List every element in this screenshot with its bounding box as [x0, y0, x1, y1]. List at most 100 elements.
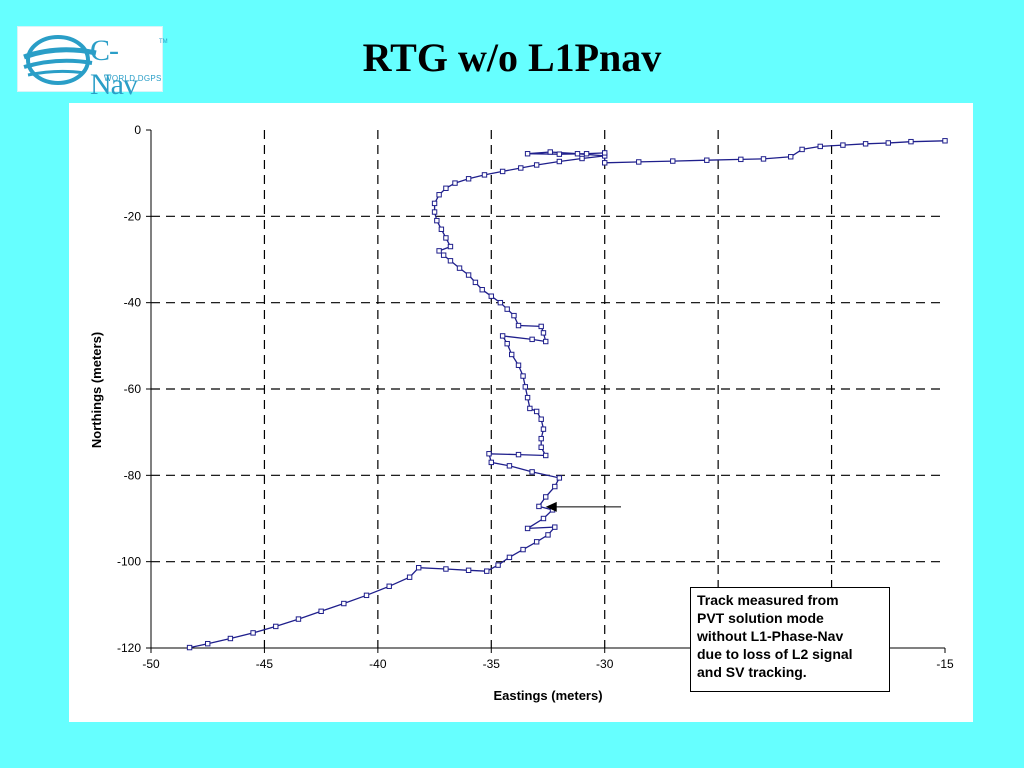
track-line: [189, 140, 946, 649]
chart-panel: -50-45-40-35-30-25-20-15-120-100-80-60-4…: [69, 103, 973, 722]
annotation-arrow: [545, 501, 621, 512]
y-tick-label: -100: [117, 555, 141, 569]
track-point: [440, 252, 447, 258]
track-point: [840, 142, 846, 148]
track-point: [543, 338, 549, 345]
track-point: [538, 435, 544, 442]
track-point: [942, 138, 948, 144]
track-point: [406, 574, 413, 580]
track-point: [488, 293, 494, 299]
slide-title: RTG w/o L1Pnav: [362, 35, 662, 80]
track-point: [536, 503, 542, 510]
track-point: [524, 525, 531, 532]
track-chart: -50-45-40-35-30-25-20-15-120-100-80-60-4…: [89, 123, 954, 703]
track-point: [533, 408, 540, 415]
track-point: [504, 340, 510, 347]
track-point: [431, 209, 438, 215]
track-point: [479, 287, 485, 293]
track-point: [363, 592, 370, 599]
track-point: [738, 156, 744, 163]
track-point: [497, 299, 504, 306]
track-point: [515, 362, 522, 368]
y-tick-label: -60: [124, 382, 142, 396]
track-point: [447, 243, 454, 250]
y-tick-label: 0: [134, 123, 141, 137]
track-point: [636, 159, 642, 165]
track-point: [436, 248, 442, 254]
x-tick-label: -40: [369, 657, 387, 671]
track-point: [443, 235, 449, 241]
track-point: [488, 459, 494, 466]
track-point: [574, 151, 581, 157]
track-point: [486, 451, 492, 457]
track-point: [341, 600, 347, 607]
track-point: [499, 333, 506, 339]
track-point: [522, 384, 529, 390]
annotation-line: due to loss of L2 signal: [697, 646, 853, 662]
annotation-line: and SV tracking.: [697, 664, 807, 680]
track-point: [415, 565, 422, 571]
track-point: [518, 165, 524, 171]
y-tick-label: -80: [124, 468, 142, 482]
track-point: [227, 635, 234, 642]
track-point: [533, 162, 540, 168]
y-axis-title: Northings (meters): [89, 332, 104, 448]
track-point: [465, 567, 472, 574]
track-point: [817, 143, 823, 150]
track-point: [484, 568, 490, 574]
track-point: [760, 156, 767, 162]
axis-labels: Eastings (meters) Northings (meters): [89, 332, 603, 703]
track-point: [465, 272, 472, 278]
track-point: [524, 394, 531, 401]
track-point: [545, 532, 551, 538]
track-point: [556, 158, 563, 165]
track-point: [704, 157, 710, 163]
cnav-logo: C-Nav TM WORLD DGPS: [17, 26, 168, 101]
y-tick-label: -20: [124, 209, 142, 223]
x-tick-label: -35: [483, 657, 501, 671]
track-point: [499, 168, 506, 175]
track-point: [520, 546, 526, 553]
track-point: [318, 608, 324, 615]
track-point: [465, 176, 472, 182]
track-point: [515, 322, 522, 329]
x-tick-label: -50: [142, 657, 160, 671]
track-point: [520, 373, 526, 379]
track-point: [295, 616, 302, 622]
track-point: [273, 623, 279, 630]
track-point: [540, 515, 547, 522]
track-point: [885, 140, 891, 146]
track-point: [529, 469, 535, 475]
annotation-line: Track measured from: [697, 592, 839, 608]
annotation-line: without L1-Phase-Nav: [697, 628, 844, 644]
track-point: [556, 151, 563, 157]
logo-name: C-Nav: [90, 34, 138, 101]
track-point: [506, 463, 513, 469]
track-point: [670, 158, 676, 164]
arrow-head: [545, 501, 557, 512]
track-point: [434, 217, 440, 224]
globe-swoosh-icon: [23, 35, 97, 85]
track-point: [543, 452, 549, 459]
track-point: [506, 554, 513, 561]
track-point: [552, 483, 558, 490]
track-point: [602, 150, 608, 156]
track-series: [186, 138, 948, 651]
track-point: [515, 451, 522, 458]
track-point: [443, 185, 449, 191]
track-point: [447, 258, 454, 264]
track-point: [538, 323, 544, 330]
track-point: [431, 200, 438, 207]
y-tick-label: -120: [117, 641, 141, 655]
track-point: [386, 583, 392, 589]
track-point: [452, 180, 458, 186]
track-point: [509, 351, 515, 358]
annotation-callout: Track measured from PVT solution mode wi…: [690, 587, 890, 692]
track-point: [538, 444, 544, 450]
track-point: [533, 539, 540, 545]
x-tick-label: -15: [936, 657, 954, 671]
track-point: [456, 265, 463, 271]
track-point: [186, 644, 193, 651]
track-point: [438, 226, 445, 232]
track-point: [908, 138, 914, 145]
